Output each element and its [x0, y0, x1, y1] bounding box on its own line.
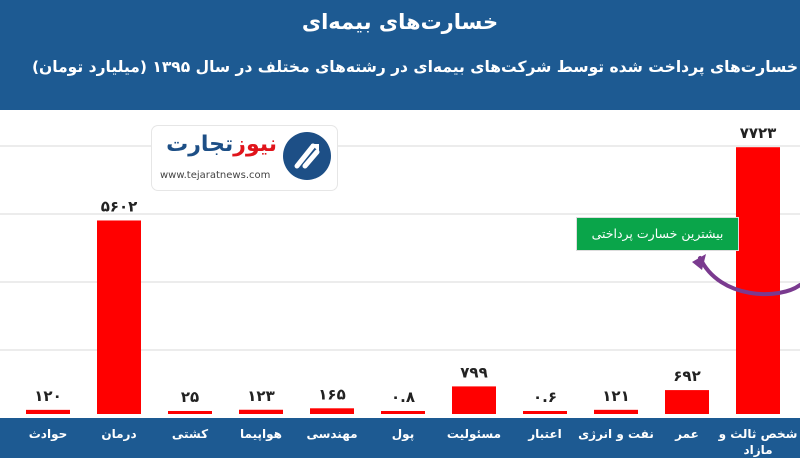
chart-subtitle: خسارت‌های پرداخت شده توسط شرکت‌های بیمه‌… [31, 58, 798, 76]
chart-title: خسارت‌های بیمه‌ای [301, 10, 499, 34]
highest-loss-callout: بیشترین خسارت پرداختی [576, 217, 739, 251]
data-label-10: ۷۷۲۳ [740, 124, 777, 142]
category-label-10-line-0: شخص ثالث و [718, 427, 798, 442]
data-label-4: ۱۶۵ [318, 385, 345, 403]
category-label-6: مسئولیت [447, 427, 501, 442]
category-label-7: اعتبار [527, 427, 562, 441]
logo-url: www.tejaratnews.com [160, 170, 271, 181]
data-label-9: ۶۹۲ [673, 367, 700, 385]
bar-0 [26, 409, 70, 414]
category-label-3: هواپیما [240, 427, 282, 442]
bar-5 [381, 411, 425, 414]
category-label-9: عمر [674, 427, 699, 441]
category-label-8: نفت و انرژی [578, 427, 654, 442]
data-label-5: ۰.۸ [391, 388, 415, 406]
logo-brand-accent: نیوز [233, 132, 277, 157]
data-label-2: ۲۵ [181, 388, 199, 406]
data-label-0: ۱۲۰ [34, 387, 61, 405]
header-band: خسارت‌های بیمه‌ای خسارت‌های پرداخت شده ت… [0, 0, 800, 104]
bar-1 [97, 220, 141, 414]
data-label-6: ۷۹۹ [460, 363, 487, 381]
bar-4 [310, 408, 354, 414]
bar-10 [736, 147, 780, 415]
logo-brand-text: نیوزتجارت [166, 132, 277, 157]
bar-2 [168, 411, 212, 414]
bar-9 [665, 390, 709, 414]
category-label-5: پول [392, 427, 414, 442]
category-label-2: کشتی [172, 427, 208, 441]
data-label-3: ۱۲۳ [247, 387, 274, 405]
category-label-10-line-1: مازاد [743, 443, 772, 457]
bar-6 [452, 386, 496, 414]
category-label-0: حوادث [29, 427, 68, 442]
data-label-1: ۵۶۰۲ [101, 197, 138, 215]
logo-brand-main: تجارت [166, 132, 234, 157]
category-axis-band [0, 418, 800, 458]
data-label-7: ۰.۶ [533, 388, 557, 406]
data-label-8: ۱۲۱ [602, 387, 629, 405]
tejaratnews-logo: نیوزتجارت www.tejaratnews.com [152, 126, 337, 190]
bar-7 [523, 411, 567, 414]
category-label-1: درمان [101, 427, 136, 441]
category-label-4: مهندسی [306, 427, 357, 441]
bar-3 [239, 409, 283, 414]
logo-emblem-icon [283, 132, 331, 180]
bar-8 [594, 409, 638, 414]
